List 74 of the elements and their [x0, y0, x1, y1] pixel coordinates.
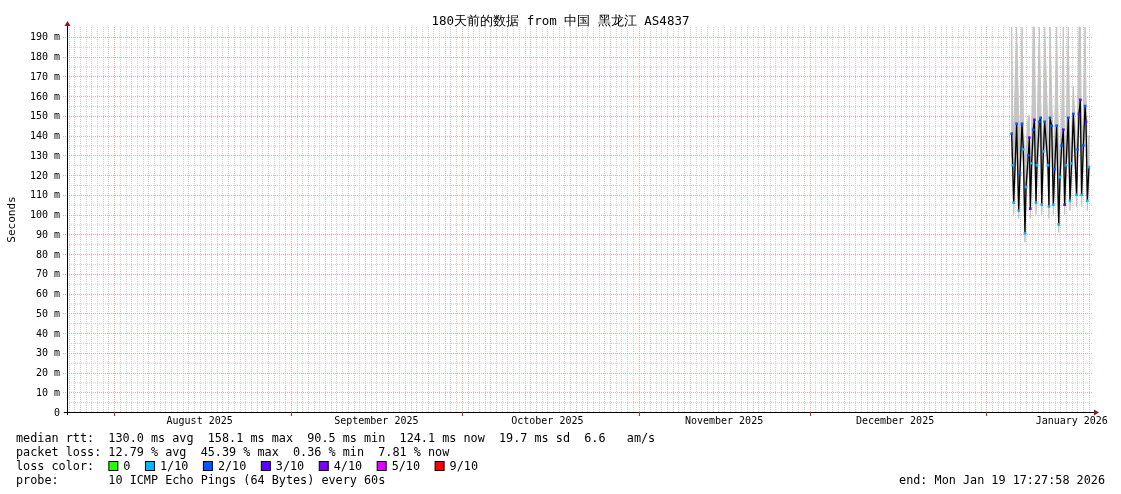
- legend-item: 0: [108, 459, 131, 473]
- ytick-label: 80 m: [35, 248, 60, 260]
- point: [1062, 128, 1065, 131]
- point: [1040, 203, 1044, 206]
- point: [1012, 201, 1015, 205]
- point: [1030, 161, 1033, 165]
- ytick-label: 150 m: [29, 110, 60, 122]
- point: [1026, 154, 1030, 157]
- annotation: probe: 10 ICMP Echo Pings (64 Bytes) every 60s: [16, 473, 386, 487]
- point: [1029, 207, 1032, 210]
- legend-item: 2/10: [202, 459, 247, 473]
- legend-label: 9/10: [449, 459, 479, 473]
- legend-label: 3/10: [275, 459, 305, 473]
- point: [1028, 136, 1031, 139]
- legend-label: 5/10: [391, 459, 421, 473]
- point: [1082, 144, 1085, 147]
- point: [1057, 223, 1060, 226]
- point: [1060, 144, 1063, 147]
- xtick-label: November 2025: [684, 415, 764, 426]
- legend-title: loss color:: [16, 459, 95, 473]
- point: [1076, 148, 1079, 151]
- ytick-label: 0: [53, 406, 60, 418]
- ytick-label: 130 m: [29, 149, 60, 161]
- legend-item: 1/10: [144, 459, 189, 473]
- legend-item: 3/10: [260, 459, 305, 473]
- xtick-label: December 2025: [855, 415, 935, 426]
- xtick-label: September 2025: [334, 415, 419, 426]
- ytick-label: 90 m: [35, 228, 60, 240]
- point: [1017, 209, 1020, 212]
- ytick-label: 180 m: [29, 51, 60, 63]
- ytick-label: 20 m: [35, 367, 60, 378]
- point: [1086, 199, 1089, 203]
- ytick-label: 160 m: [29, 90, 60, 102]
- title: 180天前的数据 from 中国 黑龙江 AS4837: [431, 13, 690, 28]
- ytick-label: 30 m: [35, 347, 60, 359]
- legend-item: 4/10: [318, 459, 363, 473]
- point: [1038, 120, 1041, 124]
- ytick-label: 40 m: [35, 327, 60, 339]
- ytick-label: 50 m: [35, 307, 60, 319]
- point: [1055, 124, 1058, 128]
- ytick-label: 140 m: [29, 130, 60, 142]
- legend-label: 0: [123, 459, 131, 473]
- point: [1043, 120, 1046, 124]
- point: [1033, 118, 1036, 122]
- xtick-label: January 2026: [1035, 415, 1108, 426]
- point: [1031, 128, 1035, 131]
- legend-item: 5/10: [376, 459, 421, 473]
- point: [1070, 161, 1073, 165]
- point: [1022, 148, 1025, 151]
- point: [1010, 132, 1013, 135]
- annotation: end: Mon Jan 19 17:27:58 2026: [899, 473, 1105, 487]
- ytick-label: 100 m: [29, 209, 60, 221]
- ytick-label: 60 m: [35, 288, 60, 300]
- xtick-label: October 2025: [511, 415, 584, 426]
- ytick-label: 70 m: [35, 268, 60, 280]
- annotation: packet loss: 12.79 % avg 45.39 % max 0.36 % min 7.81 % now: [16, 445, 450, 459]
- ytick-label: 190 m: [29, 31, 60, 43]
- legend-label: 4/10: [333, 459, 363, 473]
- legend-item: 9/10: [434, 459, 478, 473]
- legend-label: 1/10: [159, 459, 189, 473]
- point: [1063, 203, 1066, 206]
- ytick-label: 120 m: [29, 169, 60, 181]
- ytick-label: 110 m: [29, 189, 60, 201]
- annotation: median rtt: 130.0 ms avg 158.1 ms max 90.5 ms min 124.1 ms now 19.7 ms sd 6.6 am/s: [16, 431, 656, 445]
- ylabel: Seconds: [5, 196, 18, 243]
- point: [1011, 163, 1014, 167]
- point: [1050, 124, 1053, 128]
- ytick-label: 170 m: [29, 70, 60, 82]
- point: [1042, 150, 1045, 153]
- legend-label: 2/10: [217, 459, 247, 473]
- point: [1015, 122, 1018, 126]
- ytick-label: 10 m: [35, 386, 60, 398]
- xtick-label: August 2025: [166, 415, 233, 426]
- point: [1052, 203, 1055, 206]
